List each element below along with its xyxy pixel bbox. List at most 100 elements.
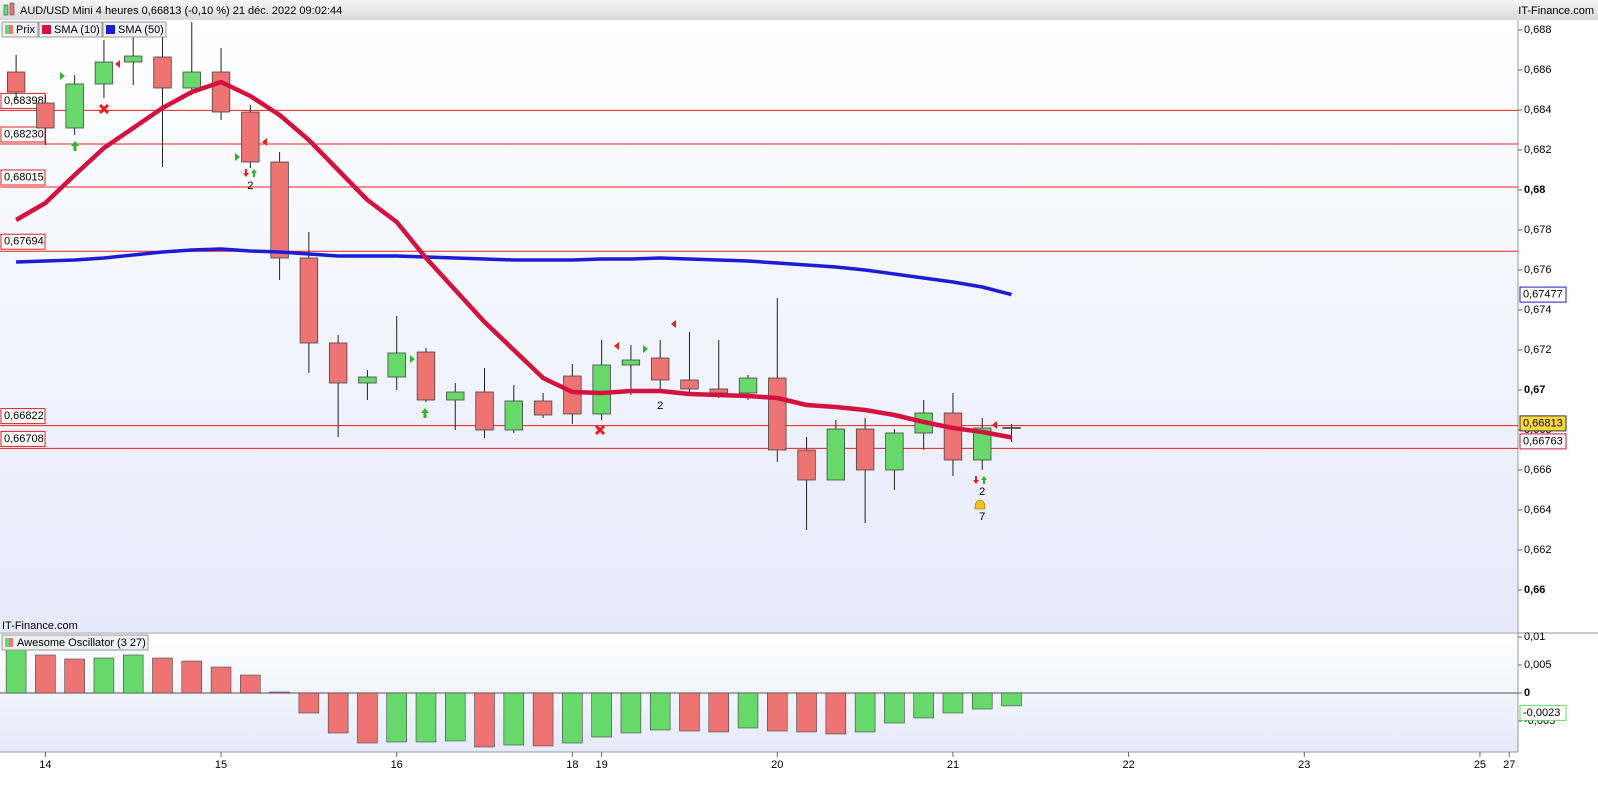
legend-label: SMA (10) <box>54 24 100 36</box>
x-tick-label: 21 <box>947 759 959 771</box>
oscillator-bar <box>386 692 407 743</box>
oscillator-bar <box>562 692 583 744</box>
y-tick-label: 0,666 <box>1524 464 1552 476</box>
legend-swatch <box>9 25 13 34</box>
header-icon <box>3 4 9 16</box>
up-arrow <box>251 169 257 177</box>
oscillator-bar <box>415 692 437 743</box>
oscillator-bar <box>64 658 85 694</box>
legend-box <box>38 21 103 38</box>
legend-swatch <box>42 25 51 34</box>
up-arrow <box>421 408 429 418</box>
annotation: 2 <box>979 486 985 498</box>
oscillator-bar <box>181 660 203 694</box>
candle-body <box>153 56 172 89</box>
legend-box <box>1 634 149 651</box>
down-arrow <box>243 169 249 177</box>
candle-body <box>826 428 846 481</box>
y-tick-label: 0,678 <box>1524 224 1552 236</box>
oscillator-bar <box>796 692 817 733</box>
oscillator-title: Awesome Oscillator (3 27) <box>17 637 146 649</box>
legend-swatch <box>5 25 9 34</box>
candle-body <box>592 364 611 415</box>
candle-body <box>943 412 963 461</box>
y-tick-label: 0,682 <box>1524 144 1552 156</box>
oscillator-bar <box>298 692 320 714</box>
level-label: 0,68230 <box>4 128 44 140</box>
oscillator-bar <box>649 692 671 731</box>
legend-swatch <box>9 638 13 647</box>
value-tag-box <box>1519 704 1567 721</box>
level-label-box <box>0 169 46 186</box>
y-tick-label: 0,688 <box>1524 24 1552 36</box>
x-tick-label: 14 <box>39 759 51 771</box>
level-label: 0,68398 <box>4 95 44 107</box>
y-tick-label: 0,686 <box>1524 64 1552 76</box>
up-arrow <box>71 141 79 151</box>
x-tick-label: 22 <box>1122 759 1134 771</box>
candle-body <box>621 359 641 366</box>
price-tag-box <box>1519 433 1567 450</box>
oscillator-bar <box>327 692 349 734</box>
candle-body <box>211 71 231 113</box>
cross-icon <box>98 103 110 115</box>
candle-body <box>680 379 699 390</box>
price-tag-box <box>1519 415 1567 432</box>
y-tick-label: 0 <box>1524 687 1530 699</box>
y-tick-label: 0,662 <box>1524 544 1552 556</box>
y-tick-label: 0,68 <box>1524 184 1545 196</box>
x-tick-label: 18 <box>566 759 578 771</box>
candle-body <box>387 352 406 378</box>
price-tag-box <box>1519 286 1567 303</box>
candle-body <box>563 375 582 415</box>
watermark: IT-Finance.com <box>2 620 78 632</box>
candle-body <box>6 71 26 93</box>
header-brand: IT-Finance.com <box>1518 5 1594 17</box>
oscillator-bar <box>269 691 290 694</box>
candle-body <box>36 102 55 129</box>
cross-icon <box>594 424 606 436</box>
header-bar <box>0 0 1598 20</box>
oscillator-bar <box>1001 692 1022 707</box>
legend-label: SMA (50) <box>118 24 164 36</box>
level-label: 0,66822 <box>4 410 44 422</box>
oscillator-bar <box>444 692 466 742</box>
level-label: 0,67694 <box>4 236 44 248</box>
header-icon <box>9 2 15 16</box>
y-tick-label: 0,672 <box>1524 344 1552 356</box>
y-tick-label: 0,664 <box>1524 504 1552 516</box>
candle-body <box>768 377 787 451</box>
oscillator-bar <box>35 654 56 694</box>
annotation: 7 <box>979 511 985 523</box>
y-tick-label: 0,01 <box>1524 631 1545 643</box>
legend-label: Prix <box>16 24 35 36</box>
oscillator-bar <box>93 657 115 694</box>
level-label-box <box>0 430 46 447</box>
legend-box <box>102 21 167 38</box>
candle-body <box>299 257 319 344</box>
candle-body <box>1002 426 1021 429</box>
oscillator-bar <box>357 692 378 744</box>
oscillator-bar <box>474 692 495 748</box>
oscillator-bar <box>152 657 173 694</box>
legend: Prix SMA (10) SMA (50) Awesome Oscillato… <box>1 21 167 651</box>
plot: 0,688 0,686 0,684 0,682 0,68 0,678 0,676 0,674 0… <box>0 22 1567 771</box>
candle-body <box>738 377 758 394</box>
annotation: 2 <box>247 180 253 192</box>
level-label-box <box>0 233 46 250</box>
candle-body <box>416 351 436 401</box>
y-tick-label: 0,676 <box>1524 264 1552 276</box>
oscillator-bar <box>708 692 729 733</box>
candle-body <box>797 449 816 481</box>
legend-swatch <box>5 638 9 647</box>
up-arrow <box>981 476 987 484</box>
oscillator-bar <box>591 692 612 738</box>
candle-body <box>241 111 260 163</box>
x-tick-label: 19 <box>596 759 608 771</box>
oscillator-bar <box>825 692 847 735</box>
candle-body <box>182 71 201 89</box>
candle-body <box>446 391 465 401</box>
price-tag: 0,66813 <box>1523 417 1563 429</box>
candle-body <box>65 83 84 129</box>
oscillator-bar <box>971 692 993 710</box>
